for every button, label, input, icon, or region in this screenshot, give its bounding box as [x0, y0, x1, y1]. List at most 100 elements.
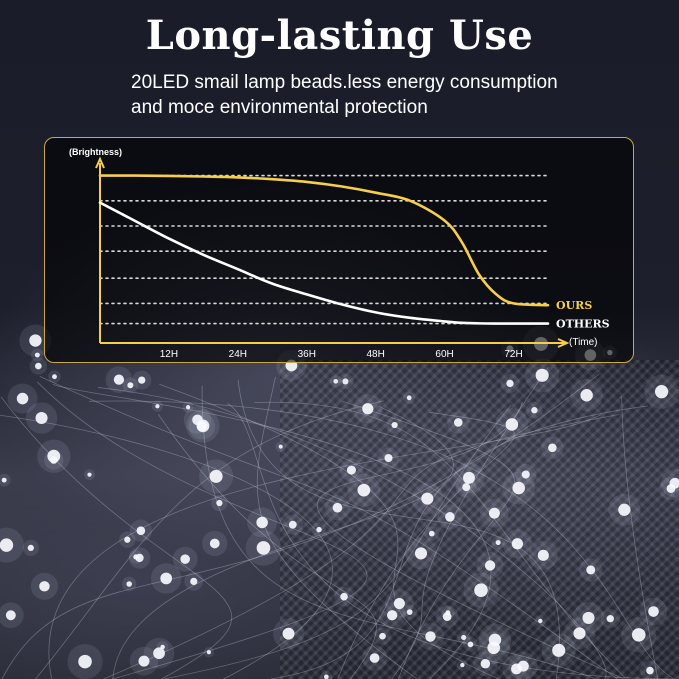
- light-bulb: [138, 655, 150, 667]
- light-wire: [619, 396, 659, 679]
- light-bulb: [16, 392, 29, 405]
- light-bulb: [421, 492, 434, 505]
- light-bulb: [27, 544, 34, 552]
- light-bulb: [391, 421, 398, 429]
- light-bulb: [209, 469, 223, 483]
- light-bulb: [461, 634, 467, 641]
- light-bulb: [256, 516, 268, 529]
- chart-series: OURS OTHERS: [98, 174, 610, 331]
- light-bulb: [282, 627, 295, 640]
- light-wire: [337, 411, 515, 679]
- x-tick-label: 12H: [160, 349, 178, 360]
- light-wire: [52, 384, 492, 679]
- light-bulb: [506, 379, 514, 388]
- light-wire: [0, 414, 333, 679]
- light-bulb: [288, 520, 297, 529]
- light-bulb: [453, 418, 463, 427]
- light-bulb: [153, 647, 165, 660]
- light-bulb: [340, 592, 348, 601]
- light-bulb: [511, 663, 522, 675]
- others-series-label: OTHERS: [556, 318, 610, 331]
- light-bulb: [185, 405, 191, 410]
- subtitle: 20LED smail lamp beads.less energy consu…: [131, 70, 631, 120]
- light-wire: [0, 396, 232, 679]
- light-bulb: [87, 472, 92, 477]
- light-wire: [103, 414, 620, 679]
- light-bulb: [209, 538, 220, 549]
- x-tick-label: 24H: [229, 349, 247, 360]
- light-wire: [159, 383, 500, 679]
- light-bulb: [126, 581, 132, 587]
- light-bulb: [582, 611, 595, 624]
- light-bulb: [196, 421, 207, 432]
- x-axis-arrow: [557, 338, 570, 348]
- light-bulb: [180, 554, 190, 564]
- light-wire: [227, 403, 676, 679]
- light-bulb: [369, 653, 380, 663]
- light-bulb: [160, 572, 173, 585]
- light-bulb: [333, 378, 339, 384]
- light-bulb: [512, 481, 525, 495]
- light-bulb: [357, 483, 371, 497]
- light-bulb: [138, 376, 146, 384]
- light-bulb: [216, 499, 223, 507]
- x-axis-label: (Time): [569, 337, 598, 348]
- light-bulb: [537, 549, 549, 561]
- light-bulb: [511, 538, 524, 550]
- light-bulb: [467, 641, 474, 648]
- x-tick-label: 60H: [435, 349, 453, 360]
- light-bulb: [1, 477, 7, 483]
- light-wire: [1, 373, 600, 679]
- others-series-line: [98, 201, 550, 325]
- brightness-chart: 12H 24H 36H 48H 60H 72H OURS OTHERS (Brightnes…: [69, 147, 610, 360]
- ours-series-line: [98, 174, 550, 307]
- light-bulb: [135, 553, 144, 563]
- light-bulb: [425, 631, 436, 642]
- light-bulb: [0, 538, 14, 552]
- light-bulb: [50, 456, 58, 464]
- light-bulb: [586, 565, 596, 575]
- light-wire: [164, 405, 511, 679]
- light-wire: [316, 401, 625, 679]
- light-wire: [391, 367, 549, 679]
- light-bulb: [155, 404, 160, 409]
- light-bulb: [442, 612, 452, 621]
- light-bulb: [488, 507, 500, 519]
- light-wires: [0, 367, 676, 679]
- light-bulb: [113, 374, 125, 385]
- subtitle-line-1: 20LED smail lamp beads.less energy consu…: [131, 72, 558, 93]
- light-wire: [48, 414, 602, 679]
- light-bulb: [332, 502, 343, 513]
- light-bulb: [646, 666, 654, 675]
- knit-blanket-texture: [280, 360, 679, 679]
- light-bulb: [648, 606, 659, 617]
- light-bulb: [406, 609, 413, 615]
- light-bulb: [34, 352, 40, 358]
- chart-axes: [95, 156, 570, 348]
- light-bulb: [414, 547, 428, 560]
- light-bulb: [618, 503, 631, 516]
- light-bulb: [521, 470, 530, 479]
- light-bulb: [480, 659, 491, 669]
- light-bulb: [5, 610, 16, 621]
- light-bulb: [445, 512, 455, 522]
- light-bulb: [538, 618, 543, 624]
- light-bulb: [160, 644, 165, 650]
- x-tick-label: 72H: [504, 349, 522, 360]
- x-tick-labels: 12H 24H 36H 48H 60H 72H: [160, 349, 523, 360]
- light-bulb: [316, 526, 322, 533]
- light-wire: [237, 379, 560, 679]
- light-wire: [97, 387, 607, 679]
- light-bulb: [39, 581, 50, 592]
- light-bulb: [379, 632, 386, 640]
- light-wire: [88, 400, 675, 679]
- light-bulb: [474, 583, 488, 597]
- light-wire: [201, 385, 597, 679]
- light-bulb: [631, 628, 646, 642]
- light-wire: [35, 400, 384, 679]
- light-bulb: [136, 526, 146, 535]
- light-bulb: [606, 614, 615, 623]
- ours-series-label: OURS: [556, 299, 592, 312]
- light-bulbs: [0, 324, 679, 679]
